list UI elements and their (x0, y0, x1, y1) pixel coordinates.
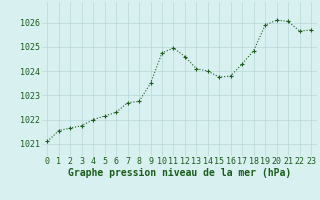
X-axis label: Graphe pression niveau de la mer (hPa): Graphe pression niveau de la mer (hPa) (68, 168, 291, 178)
